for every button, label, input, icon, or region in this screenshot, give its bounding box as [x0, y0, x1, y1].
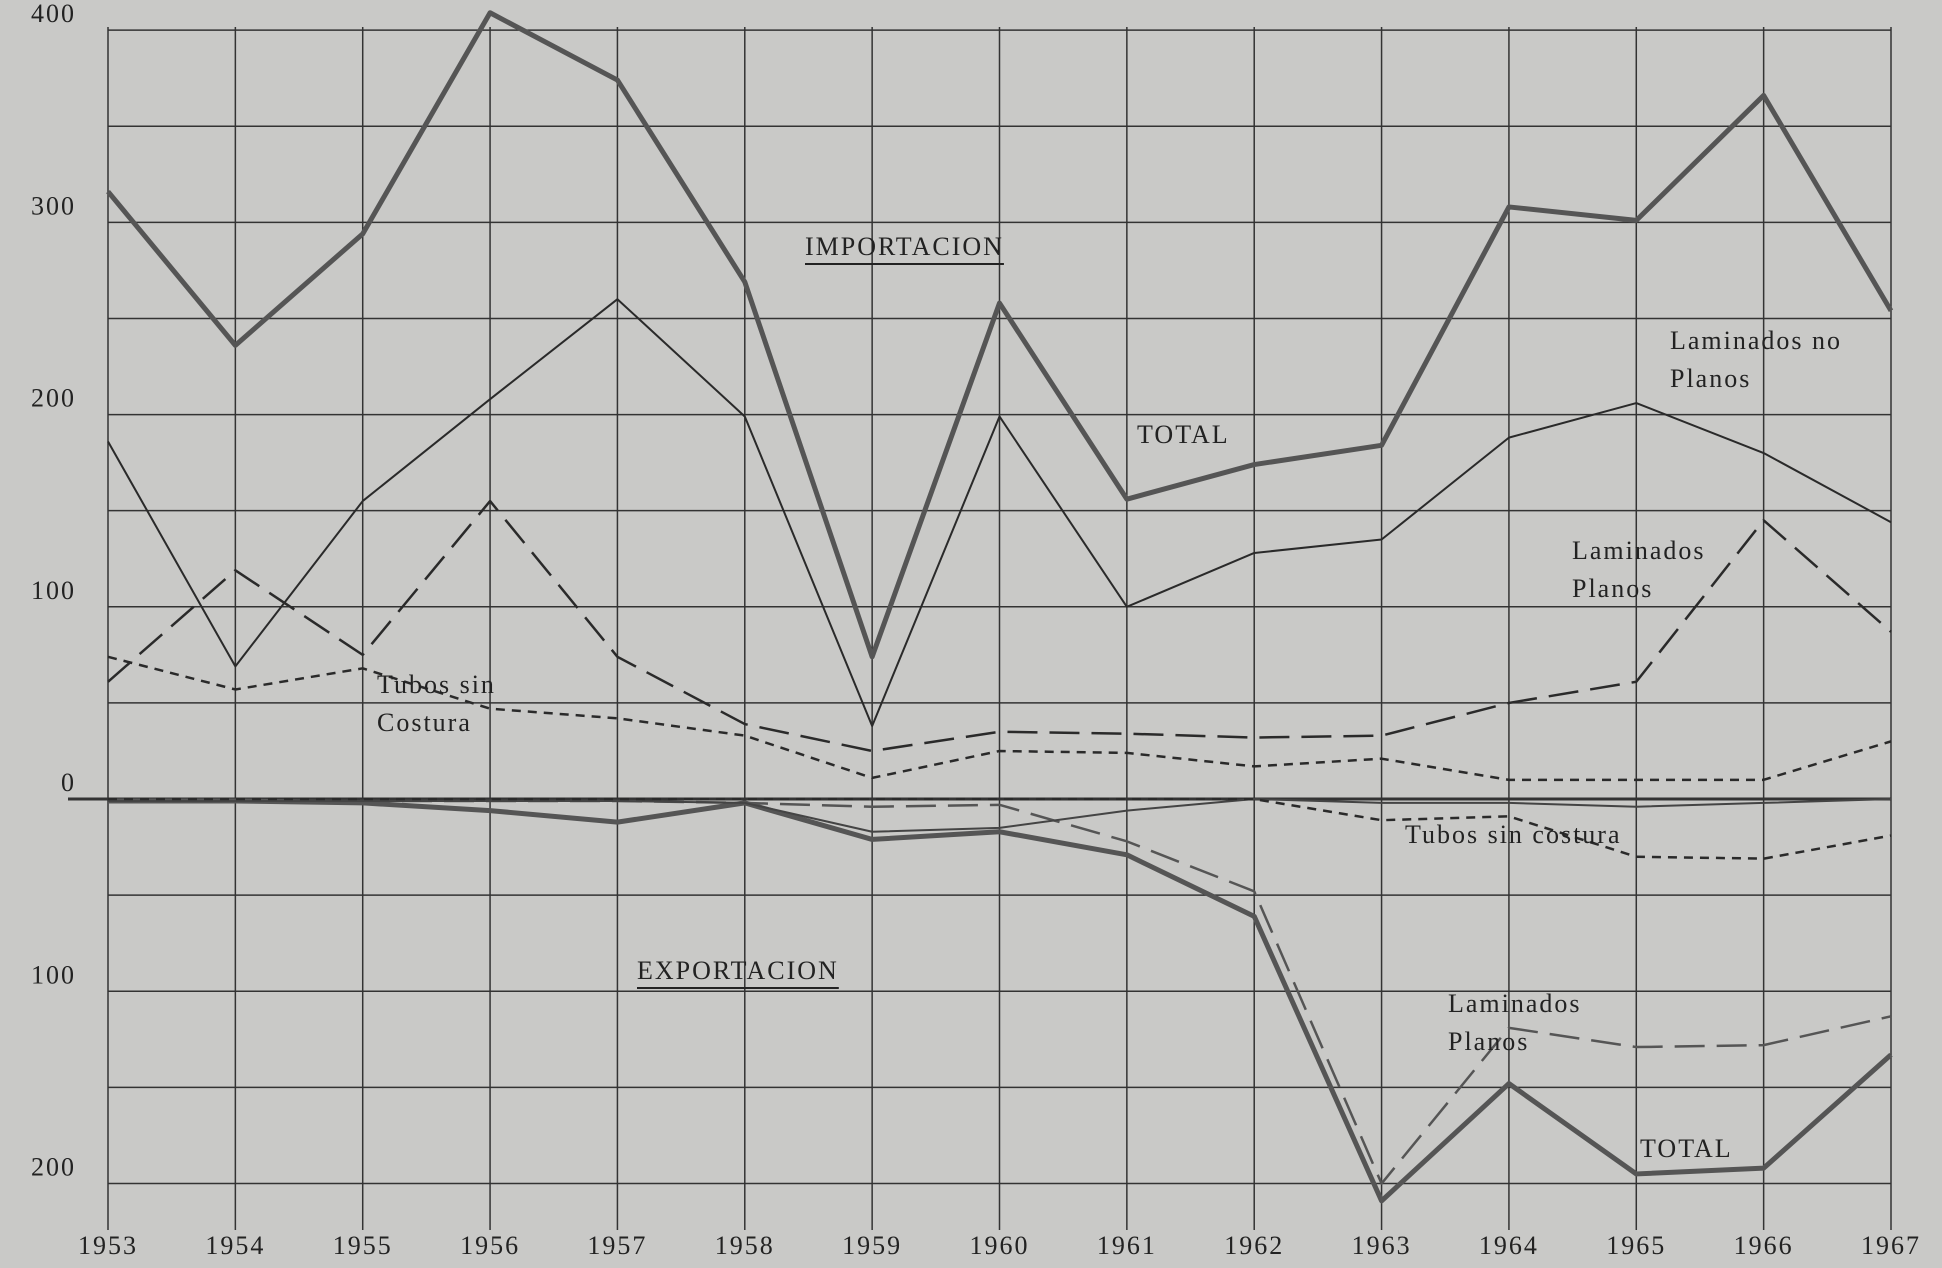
line-series	[108, 798, 1893, 1204]
line-series	[107, 499, 1892, 753]
x-tick-label: 1960	[970, 1231, 1030, 1260]
x-tick-label: 1967	[1861, 1231, 1921, 1260]
x-tick-label: 1958	[715, 1231, 775, 1260]
y-tick-label: 400	[31, 0, 76, 28]
line-series	[107, 298, 1892, 728]
x-tick-label: 1963	[1352, 1231, 1412, 1260]
y-tick-label: 200	[31, 1153, 76, 1182]
annotation: IMPORTACION	[805, 232, 1004, 261]
x-tick-label: 1965	[1606, 1231, 1666, 1260]
x-tick-label: 1966	[1734, 1231, 1794, 1260]
y-tick-label: 100	[31, 576, 76, 605]
series-label: Tubos sin costura	[1405, 820, 1622, 849]
x-tick-label: 1953	[78, 1231, 138, 1260]
series-label: Tubos sin Costura	[377, 670, 496, 737]
line-series	[107, 655, 1892, 782]
series-label: TOTAL	[1137, 420, 1230, 449]
x-tick-label: 1961	[1097, 1231, 1157, 1260]
series-label: Laminados Planos	[1572, 536, 1706, 603]
x-tick-label: 1957	[587, 1231, 647, 1260]
series-label: TOTAL	[1640, 1134, 1733, 1163]
x-tick-label: 1954	[205, 1231, 265, 1260]
line-series	[106, 10, 1894, 660]
x-tick-label: 1956	[460, 1231, 520, 1260]
y-tick-label: 0	[61, 768, 76, 797]
x-tick-label: 1959	[842, 1231, 902, 1260]
line-series	[108, 797, 1892, 860]
series-label: Laminados Planos	[1448, 989, 1582, 1056]
x-tick-label: 1955	[333, 1231, 393, 1260]
y-tick-label: 100	[31, 960, 76, 989]
line-series	[108, 798, 1892, 833]
x-tick-label: 1962	[1224, 1231, 1284, 1260]
annotation: EXPORTACION	[637, 956, 839, 985]
y-tick-label: 200	[31, 384, 76, 413]
x-tick-label: 1964	[1479, 1231, 1539, 1260]
series-label: Laminados no Planos	[1670, 326, 1843, 393]
y-tick-label: 300	[31, 191, 76, 220]
